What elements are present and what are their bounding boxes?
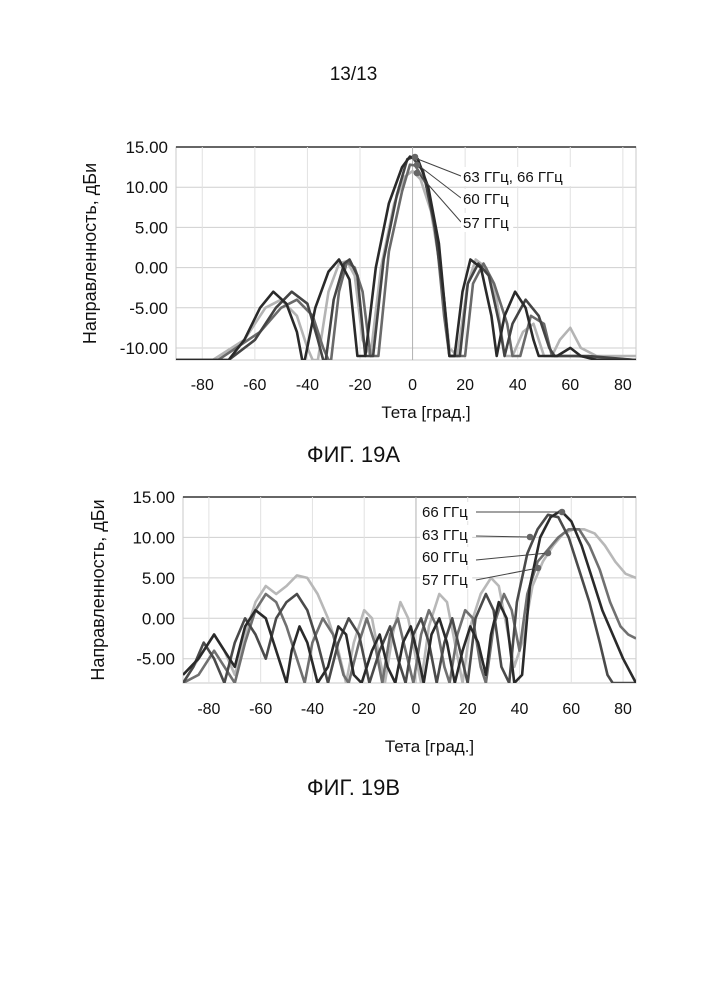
y-axis-title: Направленность, дБи [88,499,108,680]
x-tick-label: 20 [459,701,477,718]
peak-marker [559,509,566,516]
x-tick-label: 0 [412,701,421,718]
frequency-label: 66 ГГц [422,504,468,521]
y-tick-label: 5.00 [142,569,175,588]
peak-marker [527,534,534,541]
x-tick-label: -60 [249,701,272,718]
x-axis-title: Тета [град.] [385,737,474,756]
peak-marker [535,565,542,572]
x-tick-label: -80 [197,701,220,718]
x-tick-label: 80 [614,701,632,718]
x-tick-label: -40 [301,701,324,718]
x-tick-label: 60 [562,701,580,718]
x-tick-label: -20 [353,701,376,718]
x-tick-label: 40 [511,701,529,718]
frequency-label: 60 ГГц [422,549,468,566]
y-tick-label: 15.00 [132,488,175,507]
y-tick-label: 0.00 [142,609,175,628]
y-tick-label: 10.00 [132,528,175,547]
figure-caption-19b: ФИГ. 19В [0,775,707,801]
frequency-label: 63 ГГц [422,527,468,544]
y-tick-label: -5.00 [136,650,175,669]
frequency-label: 57 ГГц [422,572,468,589]
peak-marker [545,550,552,557]
chart-19b: 15.00 10.00 5.00 0.00 -5.00 -80 -60 -40 -20 0 20 40… [0,0,707,770]
